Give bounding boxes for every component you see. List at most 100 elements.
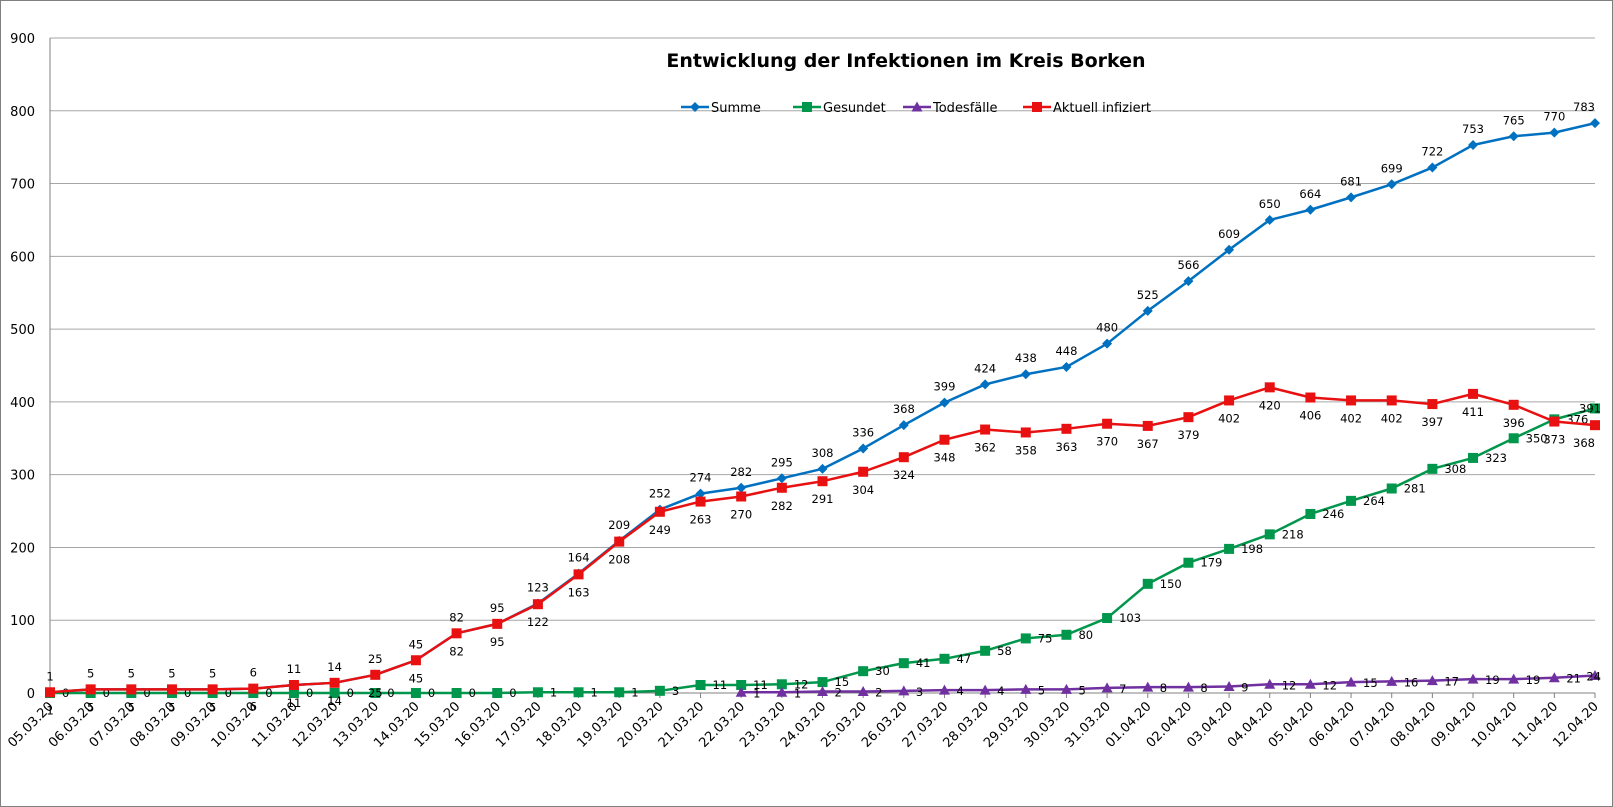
data-point xyxy=(492,688,503,698)
data-point xyxy=(1549,127,1560,138)
data-point xyxy=(776,473,787,484)
data-point xyxy=(1427,162,1438,173)
data-label: 150 xyxy=(1160,577,1182,591)
data-label: 324 xyxy=(893,468,915,482)
data-label: 208 xyxy=(608,553,630,567)
data-label: 1 xyxy=(794,686,801,700)
data-point xyxy=(898,452,909,463)
data-label: 21 xyxy=(1566,672,1581,686)
data-point xyxy=(1224,244,1235,255)
data-point xyxy=(898,658,909,669)
data-point xyxy=(85,684,96,695)
data-point xyxy=(573,687,584,698)
data-label: 270 xyxy=(730,508,752,522)
data-label: 25 xyxy=(368,652,383,666)
series-line xyxy=(741,674,1596,694)
data-label: 370 xyxy=(1096,435,1118,449)
data-label: 480 xyxy=(1096,321,1118,335)
data-label: 14 xyxy=(327,694,342,708)
data-point xyxy=(1508,673,1520,684)
data-point xyxy=(532,687,543,698)
data-point xyxy=(1264,678,1276,689)
data-label: 14 xyxy=(327,660,342,674)
data-point xyxy=(1590,403,1600,414)
data-label: 5 xyxy=(87,700,94,714)
data-label: 30 xyxy=(875,664,890,678)
data-point xyxy=(1142,420,1153,431)
data-label: 373 xyxy=(1543,433,1565,447)
data-point xyxy=(166,684,177,695)
legend-label: Gesundet xyxy=(823,101,886,116)
data-point xyxy=(532,599,543,610)
data-label: 402 xyxy=(1218,411,1240,425)
data-point xyxy=(1264,214,1275,225)
data-point xyxy=(1061,423,1072,434)
data-label: 379 xyxy=(1177,428,1199,442)
data-label: 249 xyxy=(649,523,671,537)
legend-item: Summe xyxy=(681,101,761,116)
data-label: 8 xyxy=(1200,681,1207,695)
data-point xyxy=(288,679,299,690)
data-label: 274 xyxy=(690,471,712,485)
data-label: 246 xyxy=(1322,507,1344,521)
data-point xyxy=(370,688,381,698)
data-label: 5 xyxy=(168,666,175,680)
legend-item: Gesundet xyxy=(793,101,886,116)
data-point xyxy=(1183,557,1194,568)
data-label: 12 xyxy=(1282,678,1297,692)
data-point xyxy=(492,618,503,629)
data-label: 0 xyxy=(509,686,516,700)
data-point xyxy=(1142,305,1153,316)
data-point xyxy=(898,685,910,696)
data-label: 397 xyxy=(1421,415,1443,429)
legend-item: Aktuell infiziert xyxy=(1023,101,1151,116)
data-label: 5 xyxy=(209,666,216,680)
data-label: 348 xyxy=(933,451,955,465)
data-label: 179 xyxy=(1200,556,1222,570)
data-point xyxy=(1182,681,1194,692)
data-label: 0 xyxy=(387,686,394,700)
data-point xyxy=(939,653,950,664)
data-point xyxy=(980,645,991,656)
data-label: 58 xyxy=(997,644,1012,658)
data-label: 308 xyxy=(812,446,834,460)
data-label: 123 xyxy=(527,580,549,594)
data-label: 281 xyxy=(1404,481,1426,495)
data-label: 3 xyxy=(672,684,679,698)
data-label: 0 xyxy=(428,686,435,700)
y-tick-label: 400 xyxy=(10,396,35,411)
data-label: 5 xyxy=(168,700,175,714)
data-label: 0 xyxy=(103,686,110,700)
data-point xyxy=(1061,629,1072,640)
data-label: 2 xyxy=(875,686,882,700)
data-label: 17 xyxy=(1444,675,1459,689)
data-label: 263 xyxy=(690,513,712,527)
data-label: 282 xyxy=(730,465,752,479)
data-label: 5 xyxy=(209,700,216,714)
data-point xyxy=(1102,338,1113,349)
data-label: 11 xyxy=(287,696,302,710)
legend-label: Todesfälle xyxy=(932,101,997,116)
data-point xyxy=(1468,452,1479,463)
data-point xyxy=(1345,676,1357,687)
data-point xyxy=(126,684,137,695)
data-label: 11 xyxy=(287,662,302,676)
data-label: 47 xyxy=(956,652,971,666)
data-point xyxy=(1305,392,1316,403)
data-point xyxy=(1589,670,1601,681)
data-label: 0 xyxy=(225,686,232,700)
data-label: 209 xyxy=(608,518,630,532)
data-point xyxy=(1549,416,1560,427)
data-point xyxy=(1101,682,1113,693)
data-point xyxy=(288,688,299,698)
data-point xyxy=(1426,675,1438,686)
data-label: 95 xyxy=(490,635,505,649)
data-point xyxy=(1508,131,1519,142)
data-label: 402 xyxy=(1340,411,1362,425)
data-label: 308 xyxy=(1444,462,1466,476)
legend-marker xyxy=(911,101,923,112)
data-point xyxy=(1102,418,1113,429)
chart-title: Entwicklung der Infektionen im Kreis Bor… xyxy=(666,50,1145,72)
